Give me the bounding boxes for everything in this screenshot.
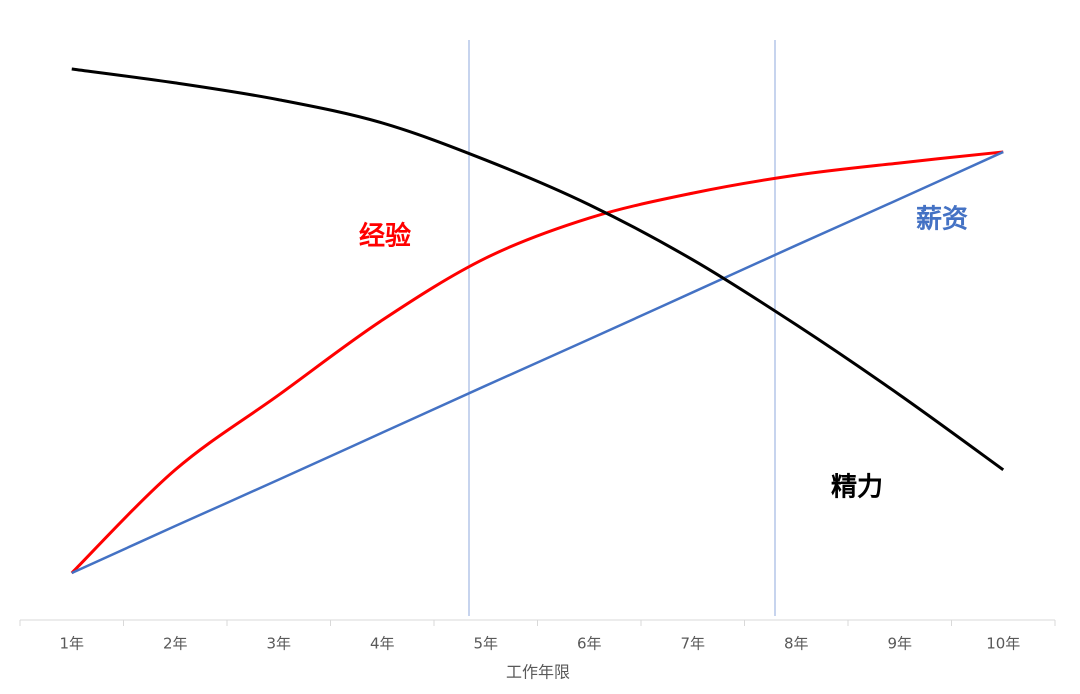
- x-tick-label: 7年: [680, 635, 705, 653]
- x-tick-label: 1年: [59, 635, 84, 653]
- x-tick-label: 8年: [784, 635, 809, 653]
- series-label: 经验: [359, 221, 411, 252]
- x-tick-label: 3年: [266, 635, 291, 653]
- series-label: 精力: [831, 473, 883, 503]
- x-tick-label: 2年: [163, 635, 188, 653]
- x-tick-label: 10年: [986, 635, 1020, 653]
- series-label: 薪资: [916, 205, 968, 235]
- x-tick-label: 4年: [370, 635, 395, 653]
- x-axis-title: 工作年限: [506, 663, 570, 682]
- x-tick-label: 9年: [887, 635, 912, 653]
- x-tick-label: 5年: [473, 635, 498, 653]
- series-line: [71, 67, 1005, 471]
- series-line: [71, 150, 1004, 575]
- series-line: [70, 150, 1004, 575]
- x-tick-label: 6年: [577, 635, 602, 653]
